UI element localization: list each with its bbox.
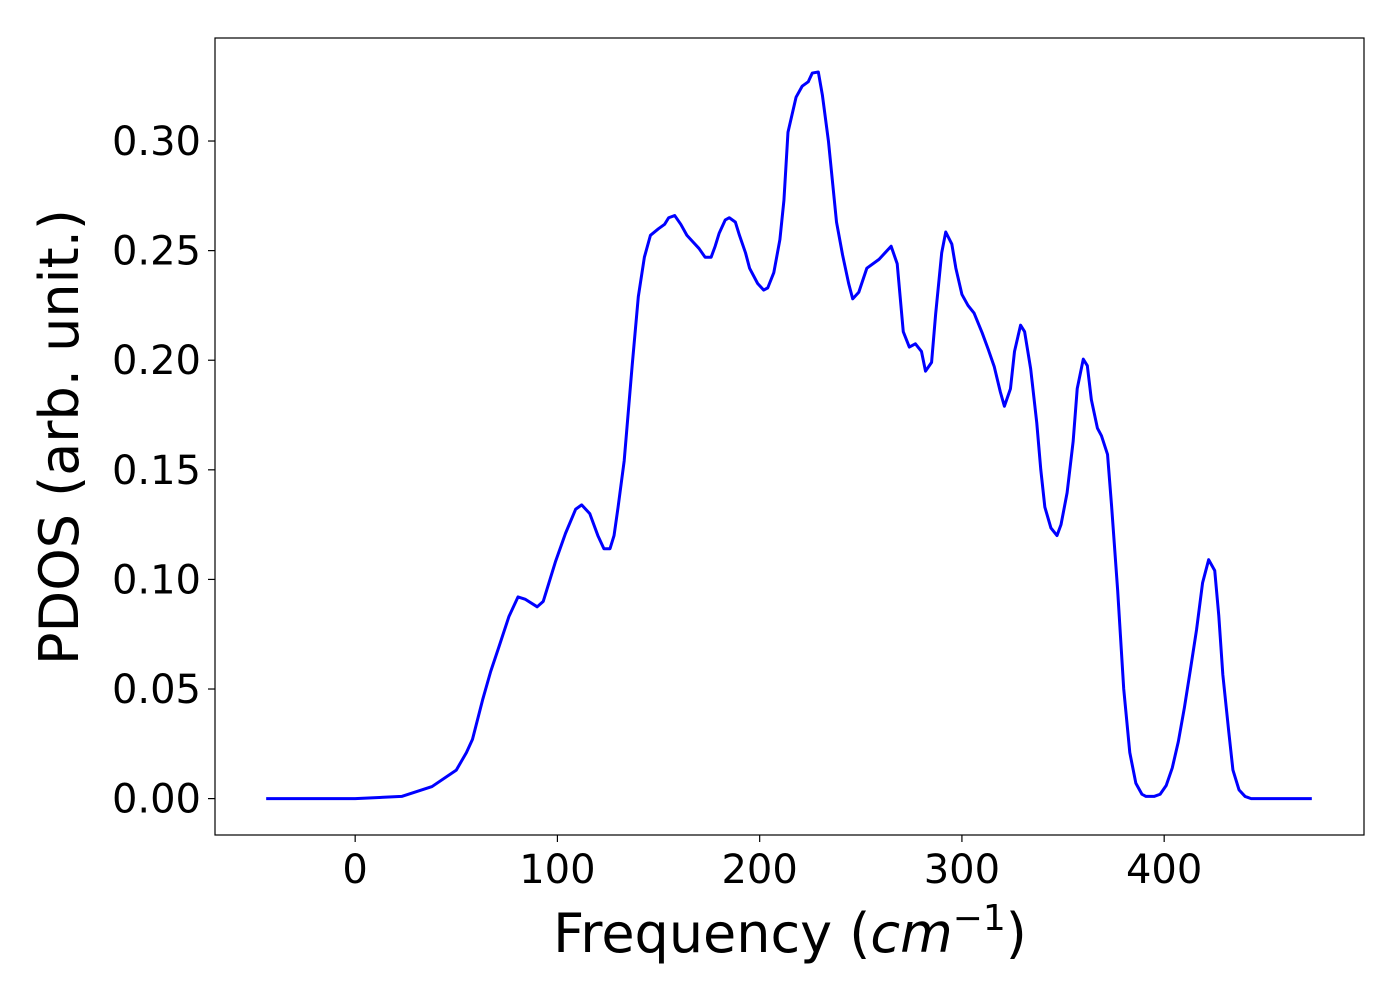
data-line (266, 70, 1312, 801)
y-tick-label: 0.00 (112, 777, 201, 823)
x-tick-label: 200 (721, 847, 797, 893)
x-axis-label: Frequency (cm−1) (553, 898, 1027, 965)
x-axis-label-part: ) (1006, 902, 1027, 965)
x-axis-label-part: Frequency ( (553, 902, 870, 965)
y-tick-label: 0.20 (112, 338, 201, 384)
y-tick-label: 0.10 (112, 557, 201, 603)
x-tick-label: 100 (519, 847, 595, 893)
plot-frame (214, 37, 1365, 836)
x-tick-label: 400 (1126, 847, 1202, 893)
x-tick-label: 0 (342, 847, 367, 893)
y-axis-label: PDOS (arb. unit.) (28, 209, 91, 665)
x-tick-label: 300 (924, 847, 1000, 893)
x-axis-label-part: −1 (953, 898, 1006, 939)
y-tick-label: 0.05 (112, 667, 201, 713)
y-tick-label: 0.30 (112, 119, 201, 165)
y-tick-label: 0.25 (112, 229, 201, 275)
x-axis-label-part: cm (870, 902, 952, 965)
y-tick-label: 0.15 (112, 448, 201, 494)
